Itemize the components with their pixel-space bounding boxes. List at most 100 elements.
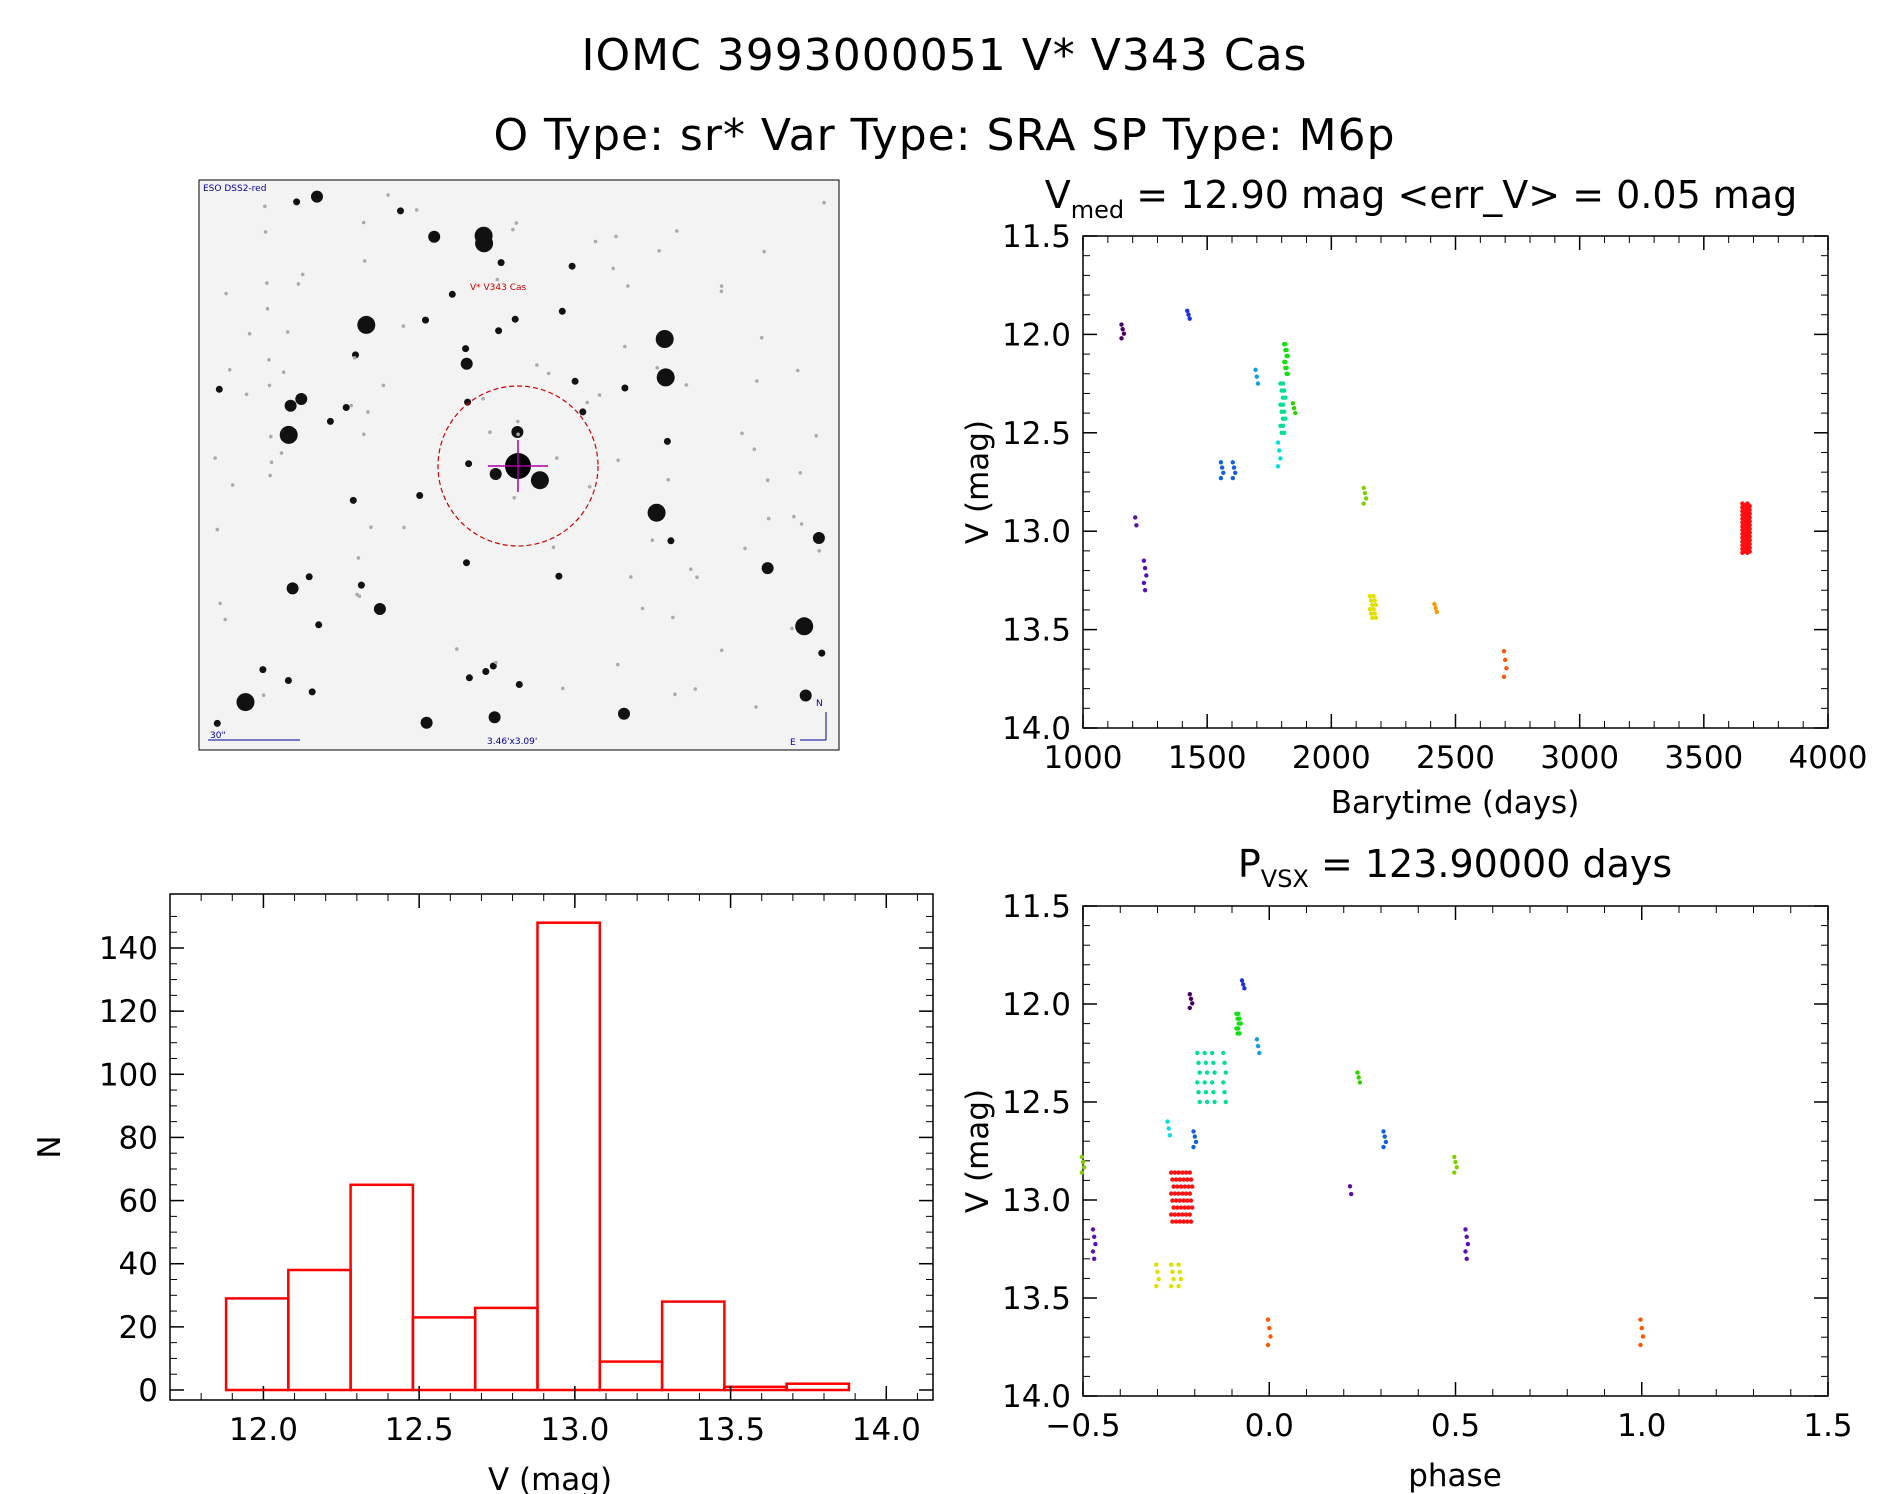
data-point (1464, 1256, 1469, 1262)
star (361, 220, 366, 225)
x-tick-label: 3000 (1540, 740, 1619, 776)
star (227, 368, 232, 372)
histogram-bar (598, 1360, 664, 1392)
star (640, 606, 645, 611)
data-point (1253, 367, 1258, 372)
y-tick-label: 60 (119, 1184, 158, 1220)
star (755, 379, 759, 383)
data-point (1169, 1212, 1174, 1217)
star (460, 357, 473, 370)
data-point (1239, 978, 1245, 983)
star (561, 686, 565, 691)
y-tick-label: 14.0 (1002, 711, 1071, 747)
x-tick-label: 12.0 (229, 1412, 298, 1448)
figure-title-line2: O Type: sr* Var Type: SRA SP Type: M6p (493, 110, 1396, 161)
data-point (1357, 1080, 1363, 1085)
y-tick-label: 80 (119, 1120, 158, 1156)
y-tick-label: 0 (138, 1373, 158, 1409)
histogram-panel: 12.0 12.5 13.0 13.5 14.0 0 20 40 60 80 100 120 140 V… (32, 893, 934, 1494)
data-point (1093, 1241, 1098, 1247)
data-point (1368, 611, 1374, 616)
fov-label: 3.46'x3.09' (487, 737, 537, 747)
data-point (1257, 1050, 1262, 1056)
star (579, 408, 587, 416)
data-point (1432, 601, 1437, 607)
y-tick-label: 12.0 (1002, 987, 1071, 1023)
data-point (1241, 982, 1246, 987)
data-point (1166, 1126, 1171, 1131)
star (223, 617, 227, 622)
star (293, 198, 301, 206)
data-point (1186, 312, 1191, 317)
star (481, 396, 485, 401)
y-tick-label: 20 (119, 1310, 158, 1346)
data-point (1464, 1234, 1469, 1240)
star (650, 538, 655, 542)
histogram-axes: 12.0 12.5 13.0 13.5 14.0 0 20 40 60 80 100 120 140 (99, 894, 933, 1448)
data-point (1361, 485, 1366, 491)
data-point (1280, 423, 1286, 428)
star (792, 514, 796, 519)
data-point (1170, 1219, 1175, 1224)
star (558, 307, 566, 315)
star (514, 221, 519, 225)
star (281, 370, 286, 375)
data-point (1233, 470, 1238, 475)
phased-points (1079, 978, 1646, 1348)
star (671, 615, 675, 620)
star (455, 647, 459, 651)
star (244, 392, 249, 397)
data-point (1195, 1080, 1200, 1085)
star (656, 368, 675, 387)
star (401, 324, 406, 328)
data-point (1188, 996, 1194, 1001)
data-point (1452, 1170, 1457, 1175)
star (465, 674, 473, 682)
data-point (1202, 1080, 1207, 1085)
data-point (1190, 1001, 1195, 1006)
data-point (1230, 475, 1236, 481)
star (362, 259, 367, 263)
data-point (1501, 649, 1507, 654)
data-point (1191, 1129, 1196, 1134)
star (261, 693, 266, 697)
data-point (1255, 1043, 1261, 1049)
star (422, 316, 429, 324)
data-point (1465, 1241, 1471, 1247)
star (300, 272, 305, 277)
star (397, 207, 404, 215)
star (269, 460, 274, 465)
data-point (1169, 1262, 1174, 1267)
histogram-bar (473, 1306, 539, 1392)
data-point (1180, 1212, 1185, 1217)
star (571, 377, 579, 385)
data-point (1170, 1269, 1175, 1275)
star (497, 259, 505, 267)
data-point (1203, 1060, 1209, 1066)
y-tick-label: 13.5 (1002, 1281, 1071, 1317)
star (667, 537, 675, 545)
y-tick-label: 13.5 (1002, 613, 1071, 649)
star (269, 434, 273, 439)
star (464, 398, 472, 406)
star (657, 249, 661, 253)
star (495, 277, 500, 282)
data-point (1371, 593, 1376, 599)
star (308, 688, 316, 696)
star (799, 689, 812, 702)
star (268, 473, 273, 478)
data-point (1265, 1342, 1271, 1348)
data-point (1187, 1005, 1193, 1011)
star (515, 681, 523, 688)
data-point (1141, 580, 1147, 586)
star (516, 432, 520, 437)
data-point (1355, 1070, 1360, 1075)
star (587, 485, 592, 489)
data-point (1237, 1031, 1242, 1036)
star (719, 648, 724, 653)
star (743, 546, 747, 551)
star (614, 234, 618, 239)
data-point (1363, 496, 1369, 501)
data-point (1175, 1184, 1180, 1189)
data-point (1291, 406, 1297, 411)
